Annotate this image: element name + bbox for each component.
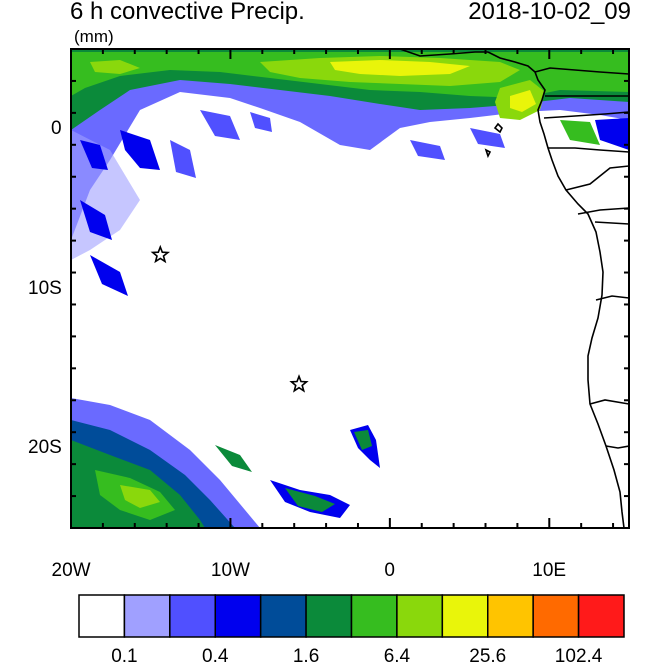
colorbar-swatch [487, 594, 534, 638]
colorbar-swatch [259, 594, 307, 638]
colorbar-label: 0.1 [111, 646, 138, 667]
colorbar-label: 102.4 [554, 646, 603, 667]
colorbar [78, 594, 625, 638]
x-tick-label: 0 [384, 560, 395, 581]
x-tick-label: 10W [210, 560, 250, 581]
coastline [399, 49, 629, 528]
colorbar-swatch [577, 594, 625, 638]
colorbar-swatch [396, 594, 444, 638]
colorbar-swatch [532, 594, 580, 638]
map-title: 6 h convective Precip. [70, 0, 305, 25]
colorbar-swatch [123, 594, 171, 638]
colorbar-swatch [350, 594, 398, 638]
precipitation-field [71, 49, 629, 528]
colorbar-swatch [169, 594, 216, 638]
x-tick-label: 20W [51, 560, 91, 581]
valid-time: 2018-10-02_09 [468, 0, 631, 25]
colorbar-swatch [78, 594, 126, 638]
colorbar-label: 0.4 [202, 646, 229, 667]
star-marker-ascension [150, 244, 171, 264]
colorbar-swatch [441, 594, 489, 638]
star-marker-st-helena [289, 374, 309, 393]
y-tick-label: 10S [28, 277, 62, 299]
colorbar-label: 6.4 [383, 646, 411, 667]
x-tick-label: 10E [532, 560, 567, 581]
colorbar-swatch [214, 594, 262, 638]
units-label: (mm) [74, 27, 114, 46]
colorbar-label: 1.6 [292, 646, 320, 667]
y-tick-label: 0 [51, 117, 62, 139]
colorbar-label: 25.6 [469, 646, 507, 667]
y-tick-label: 20S [28, 437, 62, 459]
colorbar-swatch [305, 594, 353, 638]
